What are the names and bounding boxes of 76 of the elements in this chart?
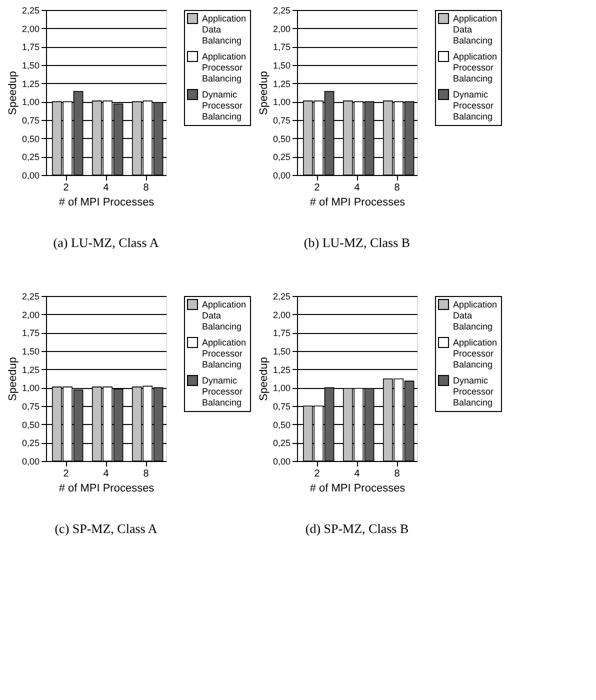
y-tick-label: 0,50 <box>22 420 40 430</box>
y-tick-label: 0,25 <box>272 438 290 448</box>
x-tick-label: 2 <box>63 468 70 480</box>
y-tick-label: 1,25 <box>272 78 290 89</box>
y-tick-label: 0,00 <box>22 170 40 180</box>
x-tick-label: 4 <box>354 468 360 480</box>
y-tick-label: 0,75 <box>22 116 40 126</box>
x-tick-label: 4 <box>103 182 110 194</box>
y-tick-label: 1,50 <box>22 346 40 356</box>
y-tick-label: 2,25 <box>272 6 290 16</box>
y-tick-label: 2,00 <box>272 310 290 320</box>
y-tick-label: 2,00 <box>272 24 290 34</box>
legend-label: Application Data Balancing <box>453 14 498 46</box>
y-tick-label: 0,00 <box>272 170 290 180</box>
x-axis-title: # of MPI Processes <box>310 482 406 494</box>
legend-label: Application Processor Balancing <box>453 52 498 84</box>
y-tick-label: 0,25 <box>22 438 40 448</box>
legend-label: Application Data Balancing <box>202 300 246 332</box>
text: (b) LU-MZ, Class B <box>304 235 410 250</box>
y-tick-label: 0,50 <box>272 134 290 144</box>
legend-label: Application Processor Balancing <box>202 338 246 370</box>
y-tick-label: 1,75 <box>22 42 40 52</box>
x-tick-label: 2 <box>314 182 320 194</box>
y-tick-label: 0,50 <box>22 134 40 144</box>
x-tick-label: 4 <box>103 468 110 480</box>
y-tick-label: 0,25 <box>272 152 290 162</box>
y-tick-label: 1,00 <box>272 97 290 108</box>
y-tick-label: 1,25 <box>22 364 40 375</box>
y-tick-label: 1,75 <box>22 328 40 338</box>
y-tick-label: 1,00 <box>22 383 40 394</box>
y-tick-label: 0,25 <box>22 152 40 162</box>
x-tick-label: 4 <box>354 182 360 194</box>
y-tick-label: 0,75 <box>22 402 40 412</box>
y-tick-label: 1,00 <box>272 383 290 394</box>
y-tick-label: 2,25 <box>22 292 40 302</box>
text: (a) LU-MZ, Class A <box>53 235 160 250</box>
x-axis-title: # of MPI Processes <box>310 196 406 208</box>
legend-label: Application Data Balancing <box>453 300 498 332</box>
y-tick-label: 0,50 <box>272 420 290 430</box>
y-tick-label: 0,00 <box>272 456 290 466</box>
y-axis-title: Speedup <box>258 70 270 116</box>
x-tick-label: 8 <box>394 182 400 194</box>
y-axis-title: Speedup <box>258 356 270 402</box>
y-tick-label: 2,25 <box>272 292 290 302</box>
y-tick-label: 0,75 <box>272 402 290 412</box>
legend-label: Application Processor Balancing <box>453 338 498 370</box>
y-tick-label: 1,50 <box>272 60 290 70</box>
y-tick-label: 1,50 <box>22 60 40 70</box>
y-tick-label: 2,25 <box>22 6 40 16</box>
x-tick-label: 8 <box>394 468 400 480</box>
x-axis-title: # of MPI Processes <box>58 482 155 494</box>
x-tick-label: 2 <box>63 182 70 194</box>
y-tick-label: 2,00 <box>22 24 40 34</box>
x-tick-label: 8 <box>143 182 150 194</box>
text: (d) SP-MZ, Class B <box>305 521 409 536</box>
legend-label: Dynamic Processor Balancing <box>453 90 494 122</box>
y-tick-label: 2,00 <box>22 310 40 320</box>
x-tick-label: 2 <box>314 468 320 480</box>
x-tick-label: 8 <box>143 468 150 480</box>
y-tick-label: 1,75 <box>272 42 290 52</box>
legend-label: Dynamic Processor Balancing <box>453 376 494 408</box>
legend-label: Application Processor Balancing <box>202 52 246 84</box>
y-tick-label: 1,25 <box>272 364 290 375</box>
legend-label: Application Data Balancing <box>202 14 246 46</box>
legend-label: Dynamic Processor Balancing <box>202 90 243 122</box>
text: (c) SP-MZ, Class A <box>54 521 158 536</box>
x-axis-title: # of MPI Processes <box>58 196 155 208</box>
y-tick-label: 0,75 <box>272 116 290 126</box>
y-tick-label: 1,00 <box>22 97 40 108</box>
y-tick-label: 0,00 <box>22 456 40 466</box>
y-tick-label: 1,25 <box>22 78 40 89</box>
y-tick-label: 1,75 <box>272 328 290 338</box>
y-axis-title: Speedup <box>6 70 19 116</box>
y-axis-title: Speedup <box>6 356 19 402</box>
legend-label: Dynamic Processor Balancing <box>202 376 243 408</box>
y-tick-label: 1,50 <box>272 346 290 356</box>
